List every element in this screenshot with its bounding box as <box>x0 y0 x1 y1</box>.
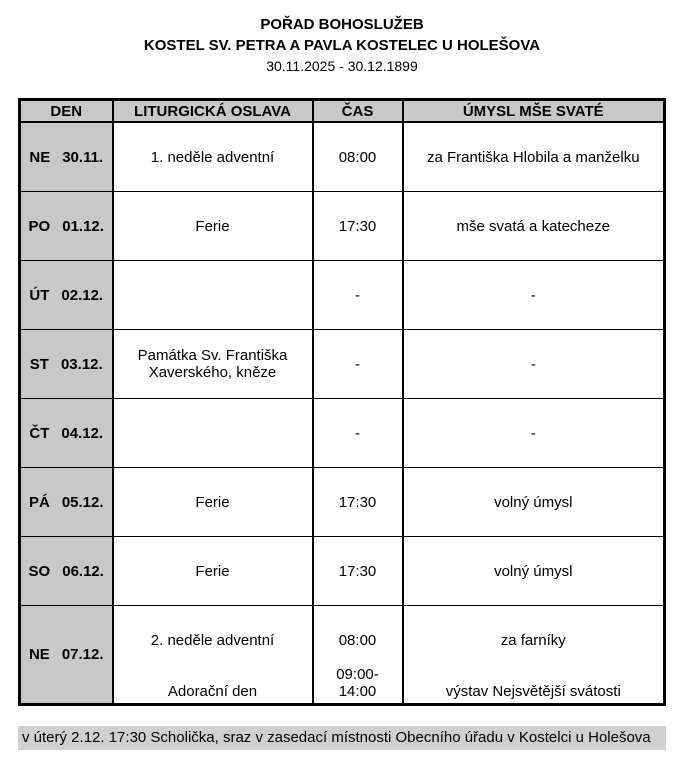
schedule-table: DEN LITURGICKÁ OSLAVA ČAS ÚMYSL MŠE SVAT… <box>18 98 666 706</box>
day-date: 07.12. <box>61 646 104 663</box>
day-cell: ÚT 02.12. <box>18 260 114 330</box>
intention-line-2: výstav Nejsvětější svátosti <box>445 683 621 700</box>
column-header-den: DEN <box>18 98 114 123</box>
time-cell: 08:00 09:00-14:00 <box>311 605 404 705</box>
church-name: KOSTEL SV. PETRA A PAVLA KOSTELEC U HOLE… <box>143 37 541 54</box>
day-abbr: NE <box>29 148 51 166</box>
day-abbr: ÚT <box>29 286 50 304</box>
day-abbr: PO <box>28 217 51 235</box>
header-row: DEN LITURGICKÁ OSLAVA ČAS ÚMYSL MŠE SVAT… <box>18 98 666 123</box>
day-cell: PO 01.12. <box>18 191 114 261</box>
table-row: PO 01.12. Ferie 17:30 mše svatá a kateche… <box>18 191 666 261</box>
time-cell: - <box>311 260 404 330</box>
celebration-line-1: 2. neděle adventní <box>150 632 275 649</box>
celebration-cell: Ferie <box>111 467 314 537</box>
day-abbr: NE <box>28 646 50 663</box>
day-abbr: ST <box>29 355 49 373</box>
day-date: 30.11. <box>62 148 104 166</box>
time-line-2: 09:00-14:00 <box>336 666 379 700</box>
day-date: 06.12. <box>62 562 104 580</box>
celebration-cell <box>111 260 314 330</box>
table-row: NE 07.12. 2. neděle adventní Adorační den… <box>18 605 666 705</box>
day-cell: NE 07.12. <box>18 605 114 705</box>
table-row: NE 30.11. 1. neděle adventní 08:00 za Fra… <box>18 121 666 192</box>
column-header-liturgicka-oslava: LITURGICKÁ OSLAVA <box>111 98 314 123</box>
celebration-cell: Památka Sv. Františka Xaverského, kněze <box>111 329 314 399</box>
day-date: 01.12. <box>62 217 104 235</box>
day-cell: ČT 04.12. <box>18 398 114 468</box>
intention-cell: za farníky výstav Nejsvětější svátosti <box>401 605 666 705</box>
time-cell: 17:30 <box>311 536 404 606</box>
day-date: 02.12. <box>61 286 104 304</box>
intention-cell: volný úmysl <box>401 536 666 606</box>
celebration-cell: Ferie <box>111 191 314 261</box>
celebration-cell: 1. neděle adventní <box>111 121 314 192</box>
day-cell: ST 03.12. <box>18 329 114 399</box>
title-block: POŘAD BOHOSLUŽEB KOSTEL SV. PETRA A PAVL… <box>0 0 684 77</box>
intention-cell: mše svatá a katecheze <box>401 191 666 261</box>
intention-cell: - <box>401 260 666 330</box>
footer-note: v úterý 2.12. 17:30 Scholička, sraz v za… <box>18 726 666 750</box>
celebration-line-2: Adorační den <box>167 683 258 700</box>
intention-cell: - <box>401 398 666 468</box>
celebration-cell: Ferie <box>111 536 314 606</box>
day-abbr: ČT <box>29 424 50 442</box>
celebration-cell: 2. neděle adventní Adorační den <box>111 605 314 705</box>
day-date: 05.12. <box>61 493 104 511</box>
day-date: 03.12. <box>60 355 103 373</box>
time-cell: - <box>311 329 404 399</box>
day-abbr: SO <box>28 562 51 580</box>
day-abbr: PÁ <box>28 493 50 511</box>
time-cell: 17:30 <box>311 191 404 261</box>
intention-cell: volný úmysl <box>401 467 666 537</box>
time-line-1: 08:00 <box>338 632 377 649</box>
intention-cell: za Františka Hlobila a manželku <box>401 121 666 192</box>
table-row: ÚT 02.12. - - <box>18 260 666 330</box>
table-row: ST 03.12. Památka Sv. Františka Xaverskéh… <box>18 329 666 399</box>
celebration-cell <box>111 398 314 468</box>
table-row: ČT 04.12. - - <box>18 398 666 468</box>
intention-line-1: za farníky <box>500 632 566 649</box>
column-header-umysl: ÚMYSL MŠE SVATÉ <box>401 98 666 123</box>
time-cell: - <box>311 398 404 468</box>
date-range: 30.11.2025 - 30.12.1899 <box>266 58 418 74</box>
day-cell: NE 30.11. <box>18 121 114 192</box>
day-cell: SO 06.12. <box>18 536 114 606</box>
intention-cell: - <box>401 329 666 399</box>
time-cell: 17:30 <box>311 467 404 537</box>
table-row: SO 06.12. Ferie 17:30 volný úmysl <box>18 536 666 606</box>
page-title: POŘAD BOHOSLUŽEB <box>260 16 424 33</box>
day-cell: PÁ 05.12. <box>18 467 114 537</box>
column-header-cas: ČAS <box>311 98 404 123</box>
day-date: 04.12. <box>61 424 104 442</box>
table-row: PÁ 05.12. Ferie 17:30 volný úmysl <box>18 467 666 537</box>
time-cell: 08:00 <box>311 121 404 192</box>
